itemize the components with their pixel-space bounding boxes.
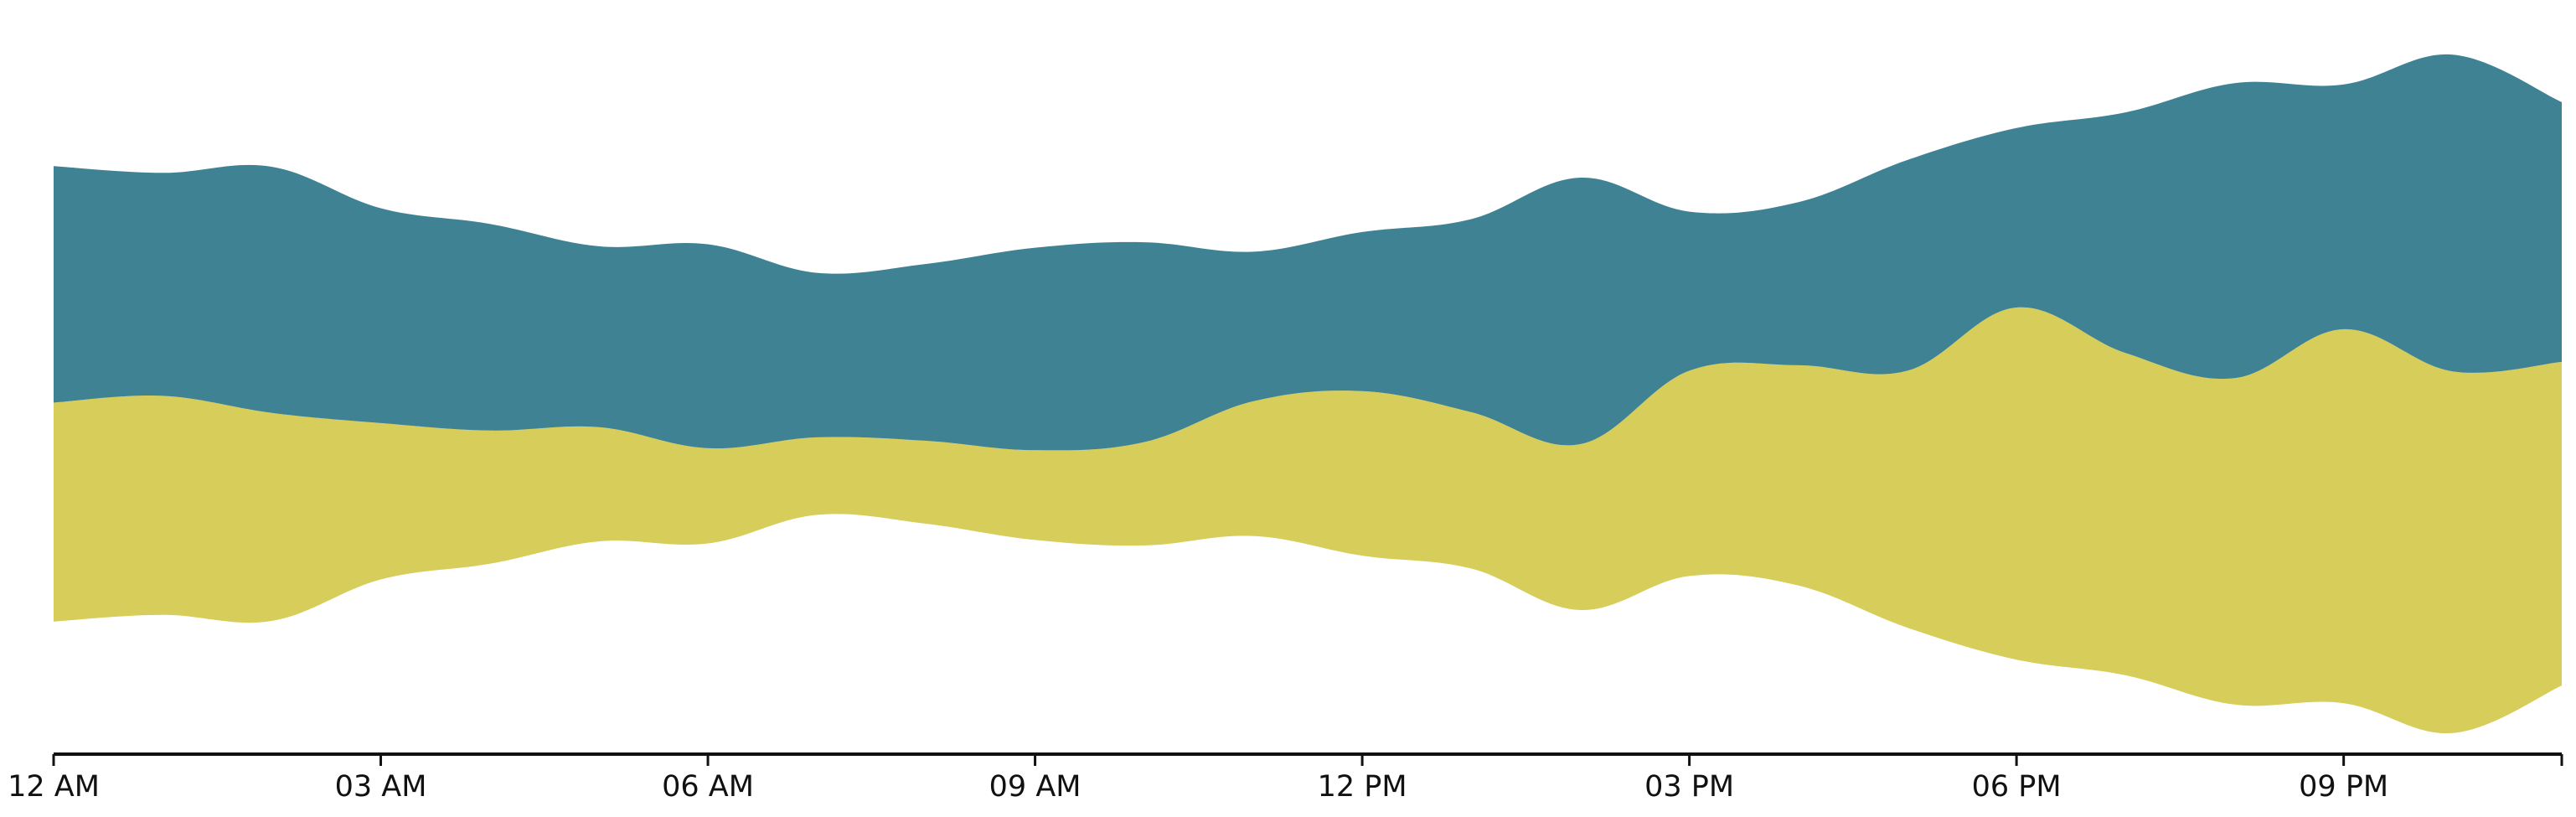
x-tick-label: 03 PM bbox=[1644, 770, 1734, 804]
x-tick-label: 03 AM bbox=[335, 770, 427, 804]
stream-layer-2 bbox=[54, 54, 2562, 451]
x-axis: 12 AM 03 AM 06 AM 09 AM 12 PM 03 PM 06 PM 09 PM bbox=[8, 752, 2563, 804]
stream-areas bbox=[54, 54, 2562, 734]
x-tick-label: 06 AM bbox=[662, 770, 754, 804]
x-tick-label: 06 PM bbox=[1972, 770, 2062, 804]
stream-layer-1 bbox=[54, 307, 2562, 734]
x-axis-ticks: 12 AM 03 AM 06 AM 09 AM 12 PM 03 PM 06 PM 09 PM bbox=[8, 754, 2563, 804]
x-tick-label: 12 PM bbox=[1318, 770, 1407, 804]
x-tick-label: 12 AM bbox=[8, 770, 100, 804]
x-tick-label: 09 AM bbox=[989, 770, 1082, 804]
x-tick-label: 09 PM bbox=[2299, 770, 2388, 804]
